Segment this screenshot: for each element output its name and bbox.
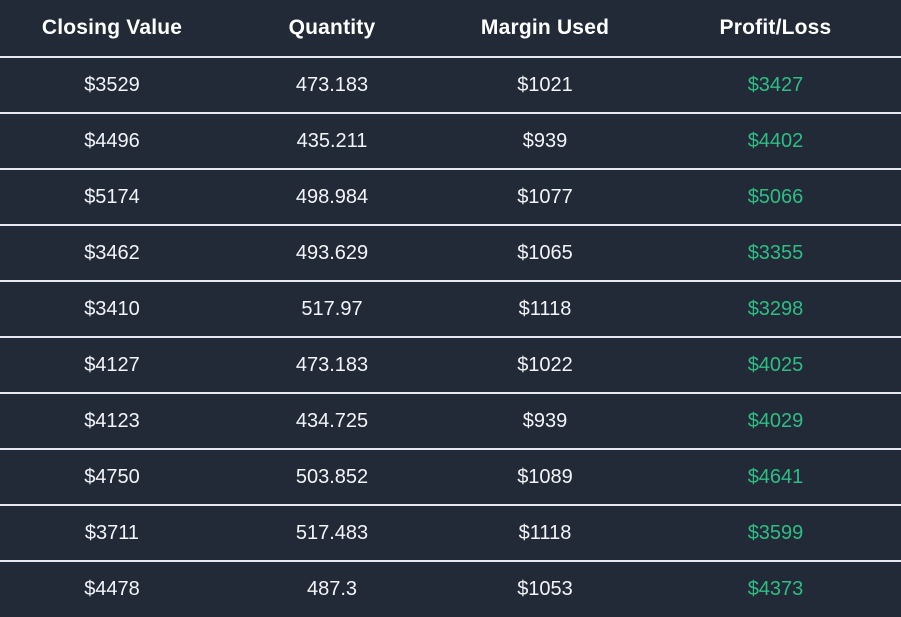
table-row: $4123 434.725 $939 $4029 xyxy=(0,392,901,449)
cell-quantity: 487.3 xyxy=(224,560,440,617)
cell-profit-loss: $3355 xyxy=(650,224,901,281)
column-header-margin-used: Margin Used xyxy=(480,16,610,39)
cell-closing-value: $5174 xyxy=(0,168,224,225)
column-header-profit-loss: Profit/Loss xyxy=(719,16,832,39)
cell-margin-used: $1021 xyxy=(440,56,650,113)
cell-profit-loss: $4641 xyxy=(650,448,901,505)
table-row: $4127 473.183 $1022 $4025 xyxy=(0,336,901,393)
cell-margin-used: $939 xyxy=(440,392,650,449)
cell-quantity: 493.629 xyxy=(224,224,440,281)
table-header: Closing Value Quantity Margin Used Profi… xyxy=(0,0,901,57)
cell-profit-loss: $3427 xyxy=(650,56,901,113)
table-row: $3711 517.483 $1118 $3599 xyxy=(0,504,901,561)
column-header-closing-value: Closing Value xyxy=(41,16,183,39)
cell-closing-value: $4123 xyxy=(0,392,224,449)
cell-profit-loss: $3298 xyxy=(650,280,901,337)
cell-profit-loss: $3599 xyxy=(650,504,901,561)
cell-quantity: 503.852 xyxy=(224,448,440,505)
table-row: $5174 498.984 $1077 $5066 xyxy=(0,168,901,225)
cell-margin-used: $1077 xyxy=(440,168,650,225)
cell-closing-value: $4750 xyxy=(0,448,224,505)
cell-margin-used: $939 xyxy=(440,112,650,169)
table-row: $3529 473.183 $1021 $3427 xyxy=(0,56,901,113)
cell-closing-value: $4127 xyxy=(0,336,224,393)
table-row: $3410 517.97 $1118 $3298 xyxy=(0,280,901,337)
cell-profit-loss: $4029 xyxy=(650,392,901,449)
cell-profit-loss: $5066 xyxy=(650,168,901,225)
cell-margin-used: $1053 xyxy=(440,560,650,617)
cell-closing-value: $3529 xyxy=(0,56,224,113)
cell-margin-used: $1065 xyxy=(440,224,650,281)
cell-margin-used: $1118 xyxy=(440,280,650,337)
cell-quantity: 517.97 xyxy=(224,280,440,337)
cell-closing-value: $4478 xyxy=(0,560,224,617)
cell-closing-value: $4496 xyxy=(0,112,224,169)
column-header-quantity: Quantity xyxy=(288,16,376,39)
cell-profit-loss: $4025 xyxy=(650,336,901,393)
cell-quantity: 434.725 xyxy=(224,392,440,449)
cell-closing-value: $3711 xyxy=(0,504,224,561)
cell-quantity: 435.211 xyxy=(224,112,440,169)
header-row: Closing Value Quantity Margin Used Profi… xyxy=(0,0,901,57)
table-row: $3462 493.629 $1065 $3355 xyxy=(0,224,901,281)
cell-margin-used: $1022 xyxy=(440,336,650,393)
table-body: $3529 473.183 $1021 $3427 $4496 435.211 $939 $4… xyxy=(0,56,901,617)
table-row: $4478 487.3 $1053 $4373 xyxy=(0,560,901,617)
cell-closing-value: $3410 xyxy=(0,280,224,337)
table-row: $4496 435.211 $939 $4402 xyxy=(0,112,901,169)
cell-quantity: 473.183 xyxy=(224,336,440,393)
cell-quantity: 473.183 xyxy=(224,56,440,113)
cell-quantity: 517.483 xyxy=(224,504,440,561)
cell-quantity: 498.984 xyxy=(224,168,440,225)
cell-profit-loss: $4402 xyxy=(650,112,901,169)
cell-closing-value: $3462 xyxy=(0,224,224,281)
cell-profit-loss: $4373 xyxy=(650,560,901,617)
cell-margin-used: $1118 xyxy=(440,504,650,561)
cell-margin-used: $1089 xyxy=(440,448,650,505)
table-row: $4750 503.852 $1089 $4641 xyxy=(0,448,901,505)
